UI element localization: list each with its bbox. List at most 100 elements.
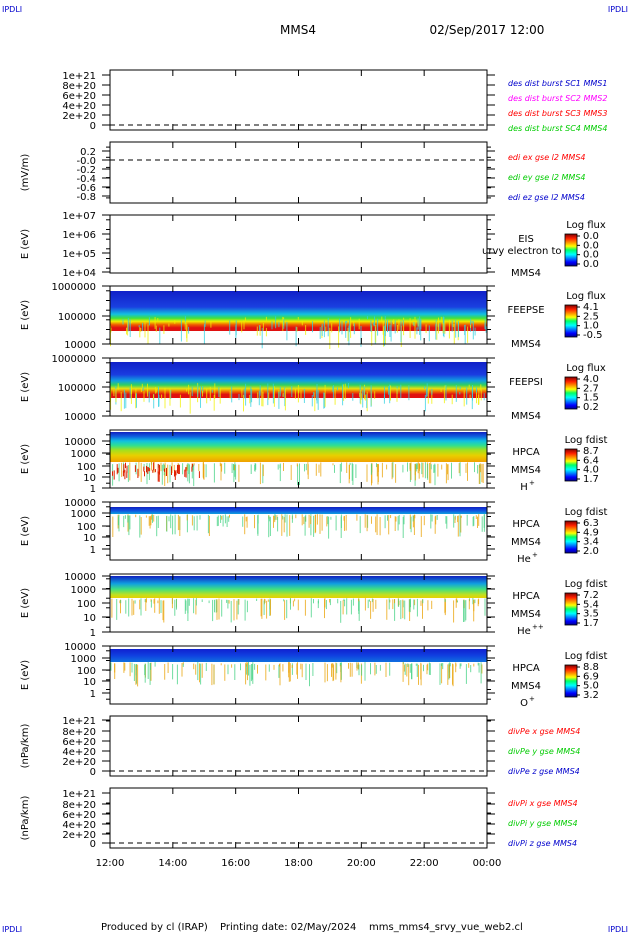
spectrogram-streak: [478, 389, 480, 405]
spectrogram-streak: [351, 663, 353, 677]
spectrogram-streak: [153, 462, 155, 471]
spectrogram-streak: [437, 463, 439, 477]
spectrogram-streak: [323, 320, 325, 338]
spectrogram-streak: [458, 463, 460, 474]
spectrogram-streak: [250, 464, 252, 474]
spectrogram-streak: [366, 464, 368, 482]
spectrogram-streak: [418, 664, 419, 685]
spectrogram-streak: [268, 516, 270, 522]
spacecraft-label: MMS4: [511, 537, 541, 548]
spectrogram-streak: [331, 663, 332, 677]
spectrogram-streak: [174, 471, 176, 480]
spectrogram-streak: [417, 462, 419, 474]
spectrogram-streak: [428, 325, 430, 342]
corner-label-top-left: IPDLI: [2, 5, 22, 14]
spectrogram-streak: [234, 664, 236, 680]
spectrogram-streak: [254, 464, 256, 471]
spectrogram-streak: [125, 600, 127, 614]
instrument-label: HPCA: [512, 447, 540, 458]
colorbar-tick-label: 2.0: [583, 546, 599, 557]
spectrogram-streak: [254, 663, 256, 670]
spectrogram-streak: [358, 598, 360, 602]
y-tick-label: 1e+07: [62, 211, 96, 222]
spectrogram-streak: [169, 388, 171, 406]
spectrogram-streak: [308, 514, 310, 528]
colorbar: [564, 520, 578, 554]
spectrogram-streak: [339, 464, 341, 484]
y-tick-label: 10000: [64, 572, 96, 583]
colorbar-tick-label: 2.7: [583, 383, 599, 394]
spectrogram-streak: [475, 515, 477, 519]
spectrogram-streak: [153, 514, 155, 522]
spectrogram-streak: [436, 321, 438, 340]
spectrogram-streak: [151, 514, 153, 520]
spectrogram-streak: [456, 598, 458, 603]
spectrogram-streak: [256, 326, 258, 336]
spectrogram-streak: [337, 598, 339, 604]
spectrogram-streak: [284, 387, 286, 407]
spectrogram-streak: [420, 600, 422, 606]
spectrogram-streak: [286, 514, 288, 537]
spectrogram-streak: [447, 664, 449, 685]
spectrogram-streak: [390, 515, 392, 519]
spectrogram-streak: [314, 514, 316, 534]
spectrogram-streak: [129, 319, 131, 337]
spectrogram-streak: [191, 466, 193, 472]
spectrogram-streak: [272, 383, 274, 399]
spectrogram-streak: [215, 599, 217, 613]
spectrogram-streak: [246, 516, 248, 528]
spectrogram-streak: [422, 599, 423, 619]
spectrogram-streak: [303, 389, 305, 403]
spectrogram-streak: [151, 462, 153, 471]
spectrogram-streak: [185, 467, 187, 478]
spectrogram-streak: [208, 600, 210, 604]
spectrogram-streak: [153, 393, 155, 409]
instrument-label: HPCA: [512, 591, 540, 602]
spectrogram-streak: [281, 514, 283, 536]
spectrogram-streak: [371, 516, 372, 524]
spectrogram-streak: [288, 662, 290, 673]
spectrogram-streak: [348, 383, 349, 389]
spectrogram-streak: [220, 515, 222, 523]
time-tick-label: 22:00: [410, 858, 439, 869]
spectrogram-streak: [481, 664, 483, 674]
spectrogram-streak: [250, 664, 252, 682]
spectrogram-streak: [163, 600, 165, 623]
spectrogram-streak: [310, 516, 312, 525]
spectrogram-texture: [112, 462, 484, 487]
colorbar-tick-label: 6.3: [583, 518, 599, 529]
spectrogram-streak: [329, 599, 331, 606]
y-axis-label: E (eV): [20, 516, 31, 546]
spectrogram-streak: [333, 664, 335, 681]
spectrogram-streak: [305, 514, 307, 522]
y-tick-label: 6e+20: [62, 91, 96, 102]
spectrogram-streak: [182, 463, 184, 475]
spectrogram-streak: [189, 392, 191, 414]
spectrogram-streak: [174, 470, 175, 477]
y-tick-label: 10: [83, 533, 96, 544]
spectrogram-streak: [233, 464, 234, 471]
spectrogram-streak: [255, 463, 257, 470]
spectrogram-streak: [282, 316, 284, 331]
instrument-label: HPCA: [512, 519, 540, 530]
spectrogram-streak: [228, 600, 230, 604]
spectrogram-streak: [263, 600, 265, 615]
spectrogram-streak: [122, 470, 124, 477]
spectrogram-streak: [452, 323, 454, 327]
spectrogram-streak: [118, 514, 120, 532]
spectrogram-streak: [477, 516, 478, 528]
spectrogram-streak: [224, 462, 226, 474]
spectrogram-streak: [160, 600, 162, 613]
spectrogram-streak: [377, 463, 379, 485]
y-tick-label: -0.2: [76, 165, 96, 176]
y-tick-label: 10000: [64, 642, 96, 653]
spectrogram-streak: [451, 394, 453, 405]
spectrogram-streak: [284, 514, 286, 523]
spectrogram-streak: [158, 471, 160, 482]
spectrogram-streak: [484, 598, 486, 616]
panel-frame: [109, 787, 488, 849]
spectrogram-streak: [261, 327, 263, 349]
spectrogram-streak: [231, 386, 233, 403]
spectrogram-streak: [382, 321, 384, 335]
y-tick-label: 1: [90, 689, 96, 700]
